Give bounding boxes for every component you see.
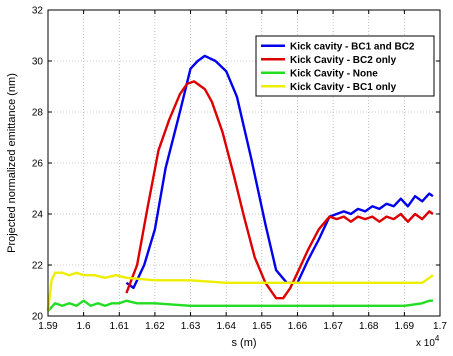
series-line-2 (125, 80, 434, 300)
x-tick-label: 1.59 (38, 321, 58, 332)
x-axis-label: s (m) (231, 337, 256, 349)
x-tick-label: 1.65 (252, 321, 272, 332)
y-tick-label: 24 (32, 210, 44, 221)
x-axis-multiplier-exponent: 4 (435, 334, 440, 343)
axis-ticks: 1.59 1.6 1.61 1.62 1.63 1.64 1.65 1.66 1.67 1.68 1… (32, 6, 448, 333)
y-tick-label: 32 (32, 6, 44, 17)
legend-entry-4: Kick Cavity - BC1 only (290, 82, 397, 93)
x-tick-label: 1.6 (77, 321, 91, 332)
x-tick-label: 1.7 (433, 321, 447, 332)
legend-box (255, 35, 435, 97)
series-lines (46, 54, 434, 312)
legend-entry-2: Kick Cavity - BC2 only (290, 55, 397, 66)
x-axis-multiplier-base: x 10 (416, 338, 435, 349)
y-axis-label: Projected normalized emittance (nm) (6, 73, 18, 253)
series-line-3 (47, 299, 433, 312)
x-tick-label: 1.63 (181, 321, 201, 332)
y-tick-label: 30 (32, 57, 44, 68)
legend: Kick cavity - BC1 and BC2 Kick Cavity - B… (255, 35, 435, 97)
x-tick-label: 1.62 (145, 321, 165, 332)
y-tick-label: 20 (32, 312, 44, 323)
x-tick-label: 1.66 (288, 321, 308, 332)
x-tick-label: 1.64 (216, 321, 236, 332)
legend-entry-3: Kick Cavity - None (290, 68, 378, 79)
x-tick-label: 1.69 (395, 321, 415, 332)
x-tick-label: 1.68 (359, 321, 379, 332)
series-line-4 (46, 271, 434, 312)
legend-entry-1: Kick cavity - BC1 and BC2 (290, 41, 415, 52)
x-axis-multiplier: x 104 (416, 334, 440, 349)
x-tick-label: 1.61 (110, 321, 130, 332)
y-tick-label: 22 (32, 261, 44, 272)
y-tick-label: 26 (32, 159, 44, 170)
x-tick-label: 1.67 (323, 321, 343, 332)
y-tick-label: 28 (32, 108, 44, 119)
